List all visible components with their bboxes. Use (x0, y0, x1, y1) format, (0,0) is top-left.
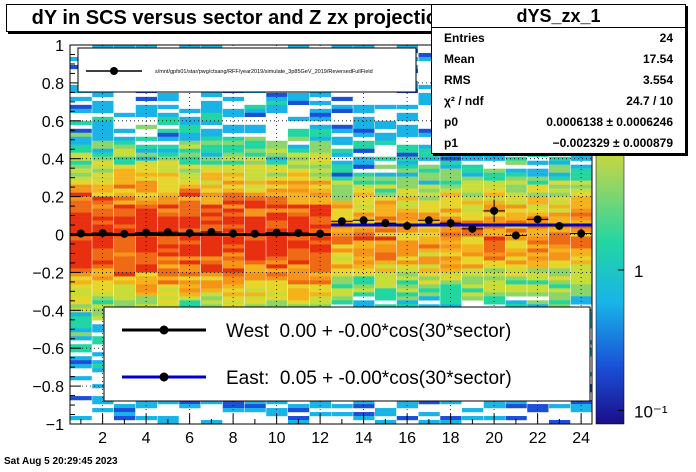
stats-key: Mean (444, 49, 475, 70)
y-tick-label: −0.4 (32, 303, 64, 320)
stats-name: dYS_zx_1 (432, 5, 685, 28)
colorbar-tick-label: 1 (634, 262, 643, 281)
colorbar-tick-label: 10⁻¹ (634, 402, 668, 421)
stats-key: χ² / ndf (444, 91, 484, 112)
x-tick-label: 6 (185, 430, 194, 447)
legend-top-label: s/mnt/gpfs01/star/pwg/ctsang/RFF/year201… (155, 69, 373, 75)
y-tick-label: −0.8 (32, 379, 64, 396)
legend-fit-box: West 0.00 + -0.00*cos(30*sector) East: 0… (104, 307, 590, 401)
x-tick-label: 12 (311, 430, 329, 447)
y-tick-label: 0 (55, 228, 64, 245)
stats-value: 17.54 (643, 49, 673, 70)
y-tick-label: 0.8 (42, 76, 64, 93)
x-tick-label: 24 (572, 430, 590, 447)
stats-key: p1 (444, 133, 458, 154)
chart-title: dY in SCS versus sector and Z zx project… (6, 4, 476, 32)
x-tick-label: 2 (98, 430, 107, 447)
stats-value: 24 (660, 28, 673, 49)
x-tick-label: 10 (268, 430, 286, 447)
stats-row-chi2: χ² / ndf 24.7 / 10 (432, 91, 685, 112)
stats-value: −0.002329 ± 0.000879 (553, 133, 673, 154)
stats-row-mean: Mean 17.54 (432, 49, 685, 70)
x-tick-label: 18 (442, 430, 460, 447)
stats-value: 3.554 (643, 70, 673, 91)
stats-value: 0.0006138 ± 0.0006246 (546, 112, 673, 133)
x-tick-label: 14 (355, 430, 373, 447)
x-tick-label: 8 (229, 430, 238, 447)
colorbar-axis: 10110⁻¹ (618, 122, 668, 422)
stats-row-p1: p1 −0.002329 ± 0.000879 (432, 133, 685, 154)
stats-key: p0 (444, 112, 458, 133)
stats-key: Entries (444, 28, 485, 49)
x-tick-label: 20 (485, 430, 503, 447)
timestamp: Sat Aug 5 20:29:45 2023 (4, 456, 118, 467)
y-tick-label: −0.2 (32, 265, 64, 282)
stats-value: 24.7 / 10 (626, 91, 673, 112)
stats-key: RMS (444, 70, 471, 91)
stats-row-rms: RMS 3.554 (432, 70, 685, 91)
legend-top-box: s/mnt/gpfs01/star/pwg/ctsang/RFF/year201… (78, 48, 416, 92)
stats-row-entries: Entries 24 (432, 28, 685, 49)
y-tick-label: −1 (46, 417, 64, 434)
y-tick-label: 0.2 (42, 190, 64, 207)
stats-box: dYS_zx_1 Entries 24 Mean 17.54 RMS 3.554 χ²… (431, 4, 686, 154)
stats-row-p0: p0 0.0006138 ± 0.0006246 (432, 112, 685, 133)
legend-east-label: East: 0.05 + -0.00*cos(30*sector) (226, 368, 512, 389)
x-tick-label: 4 (142, 430, 151, 447)
y-tick-label: −0.6 (32, 341, 64, 358)
x-tick-label: 22 (529, 430, 547, 447)
y-tick-label: 0.4 (42, 152, 64, 169)
legend-west-label: West 0.00 + -0.00*cos(30*sector) (226, 321, 511, 342)
y-tick-label: 0.6 (42, 114, 64, 131)
y-tick-label: 1 (55, 38, 64, 55)
x-tick-label: 16 (398, 430, 416, 447)
